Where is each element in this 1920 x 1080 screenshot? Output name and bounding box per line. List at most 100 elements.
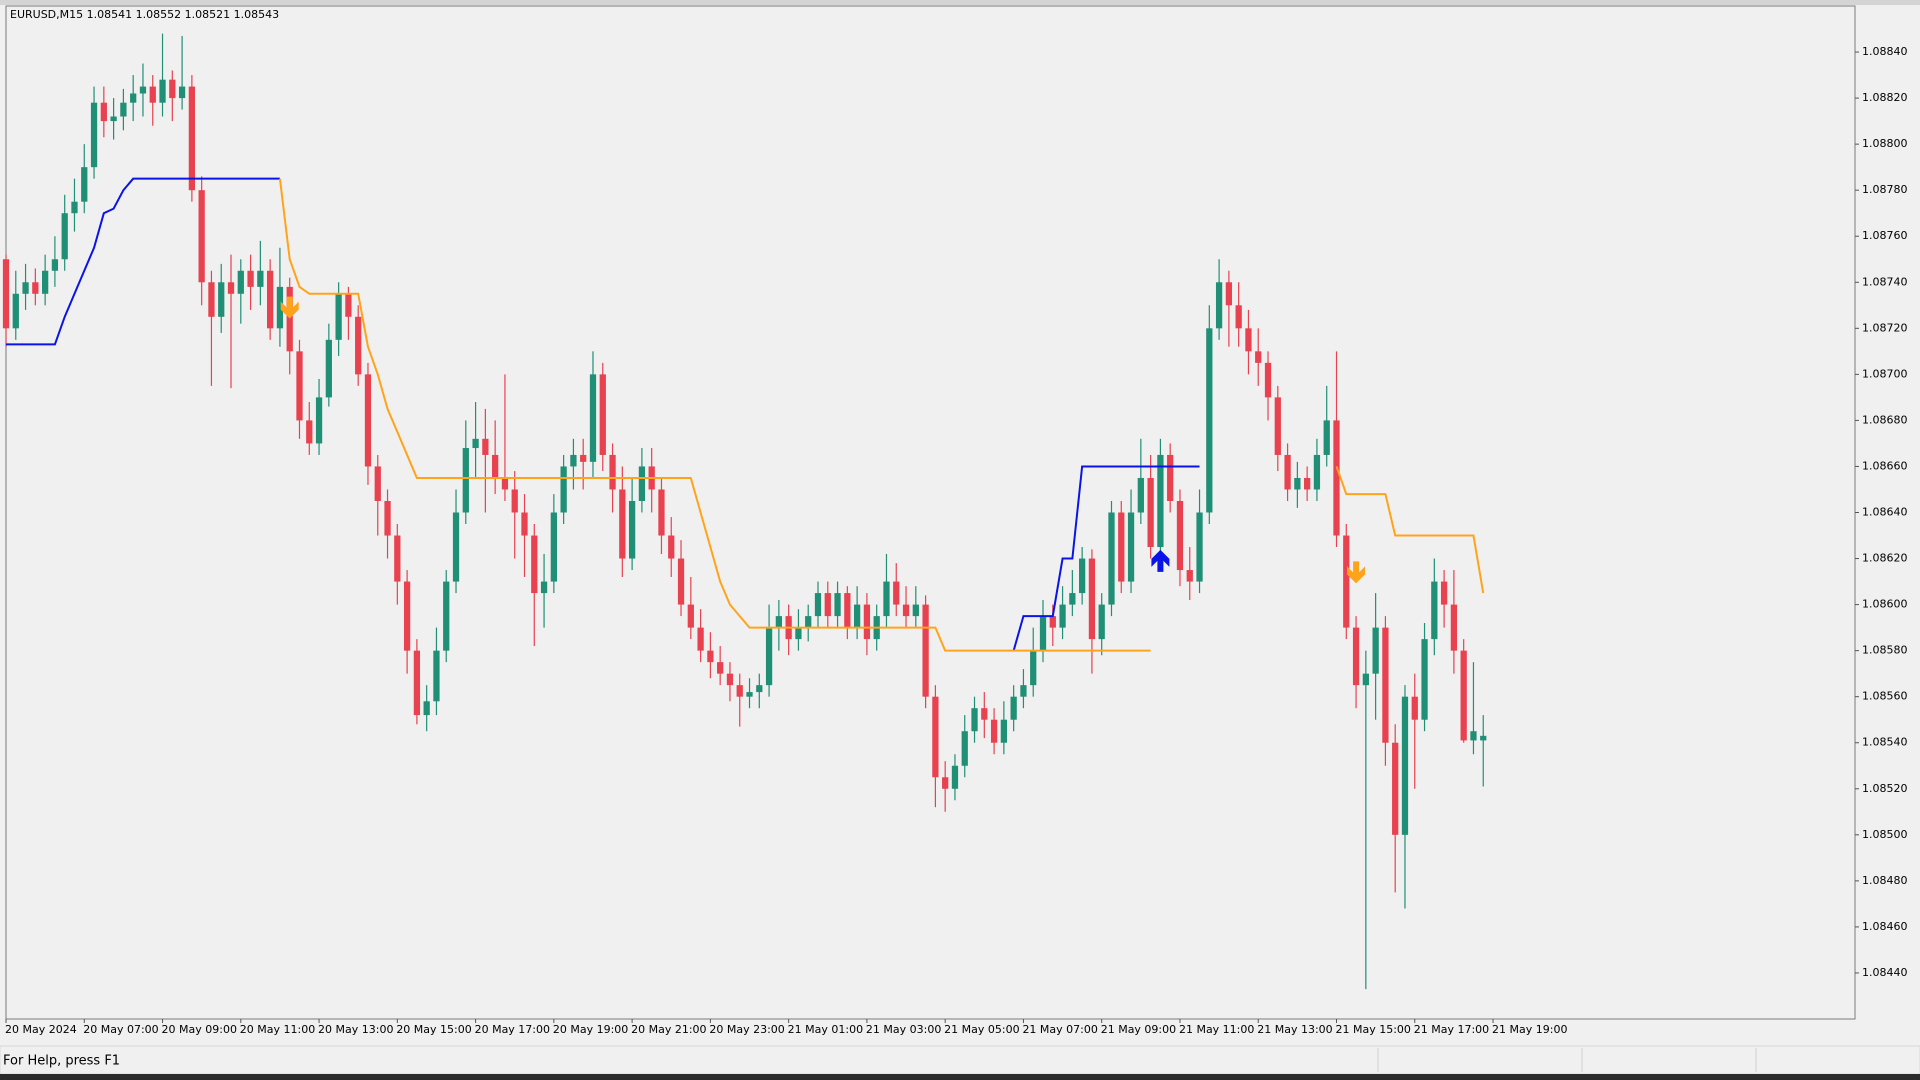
candle-body <box>1088 558 1096 640</box>
candle-body <box>1323 420 1330 455</box>
status-text: For Help, press F1 <box>3 1054 120 1069</box>
candle-body <box>1440 581 1448 605</box>
trend-line <box>1012 465 1200 651</box>
plot-frame <box>5 5 1856 1020</box>
candle-body <box>717 662 724 674</box>
candle-body <box>325 339 332 398</box>
candle-body <box>178 86 186 99</box>
candle-body <box>296 351 303 421</box>
candle-body <box>1255 351 1262 363</box>
y-tick-label: 1.08720 <box>1862 321 1908 334</box>
y-tick-label: 1.08820 <box>1862 91 1908 104</box>
candle-body <box>599 374 606 455</box>
x-tick-label: 20 May 2024 <box>5 1023 77 1036</box>
candle-body <box>267 270 274 329</box>
candle-body <box>22 282 29 294</box>
y-tick-label: 1.08540 <box>1862 736 1908 749</box>
candle-body <box>902 604 910 617</box>
candle-body <box>71 201 78 214</box>
candle-body <box>433 650 440 702</box>
candle-body <box>1294 477 1301 490</box>
candle-body <box>257 270 264 287</box>
candle-body <box>1470 731 1477 741</box>
candle-body <box>1431 581 1438 640</box>
candle-body <box>1030 650 1037 686</box>
candle-body <box>247 270 254 287</box>
candle-body <box>492 454 499 478</box>
candle-body <box>1392 742 1399 835</box>
y-tick-label: 1.08440 <box>1862 966 1908 979</box>
x-tick-label: 20 May 17:00 <box>475 1023 550 1036</box>
y-tick-label: 1.08780 <box>1862 183 1908 196</box>
candle-body <box>658 489 665 536</box>
candle-body <box>521 512 528 536</box>
candle-body <box>276 286 284 329</box>
candle-body <box>218 282 225 317</box>
candle-body <box>355 316 362 375</box>
candle-body <box>188 86 196 191</box>
candle-body <box>1215 282 1223 329</box>
y-tick-label: 1.08700 <box>1862 367 1908 380</box>
candle-body <box>1059 604 1066 628</box>
candle-body <box>677 558 685 605</box>
candle-body <box>149 86 156 103</box>
chart-title: EURUSD,M15 1.08541 1.08552 1.08521 1.085… <box>10 8 279 21</box>
candle-body <box>120 102 127 117</box>
candle-body <box>844 593 851 628</box>
candle-body <box>100 102 107 122</box>
candle-body <box>237 270 244 294</box>
candle-body <box>1020 685 1027 697</box>
candle-body <box>1460 650 1467 741</box>
candle-body <box>961 731 968 766</box>
candle-body <box>1108 512 1115 605</box>
x-tick-label: 20 May 07:00 <box>83 1023 158 1036</box>
candle-body <box>1362 673 1369 686</box>
y-tick-label: 1.08460 <box>1862 920 1908 933</box>
candle-body <box>1352 627 1360 686</box>
y-tick-label: 1.08520 <box>1862 782 1908 795</box>
candle-body <box>1264 362 1272 398</box>
candle-body <box>628 500 636 559</box>
candle-body <box>403 581 411 651</box>
candle-body <box>932 696 939 778</box>
candle-body <box>335 293 342 340</box>
candle-body <box>1421 639 1428 720</box>
candle-body <box>482 438 489 455</box>
candle-body <box>1157 454 1164 548</box>
candle-body <box>423 701 430 716</box>
candle-body <box>1480 735 1487 741</box>
candle-body <box>834 593 841 617</box>
x-tick-label: 20 May 09:00 <box>162 1023 237 1036</box>
candle-body <box>462 448 469 513</box>
candle-body <box>1206 328 1213 513</box>
candle-body <box>756 685 763 693</box>
x-tick-label: 21 May 09:00 <box>1101 1023 1176 1036</box>
y-tick-label: 1.08800 <box>1862 137 1908 150</box>
candle-body <box>452 512 460 582</box>
candle-body <box>550 512 557 582</box>
candle-body <box>736 685 743 697</box>
candle-body <box>139 86 147 94</box>
candle-body <box>90 102 98 168</box>
x-tick-label: 21 May 07:00 <box>1022 1023 1097 1036</box>
x-tick-label: 21 May 01:00 <box>788 1023 863 1036</box>
candle-body <box>775 616 782 628</box>
candle-body <box>511 489 518 513</box>
y-tick-label: 1.08560 <box>1862 690 1908 703</box>
y-tick-label: 1.08760 <box>1862 229 1908 242</box>
candle-body <box>531 535 538 594</box>
candle-body <box>1039 616 1047 651</box>
candle-body <box>32 282 39 294</box>
candle-body <box>1333 420 1340 536</box>
candle-body <box>540 581 548 594</box>
candle-body <box>619 489 626 559</box>
candle-body <box>922 604 929 697</box>
y-tick-label: 1.08580 <box>1862 644 1908 657</box>
trend-line <box>1335 466 1485 594</box>
candle-body <box>589 374 597 462</box>
candle-body <box>1010 696 1017 720</box>
candle-body <box>286 286 293 352</box>
candle-body <box>1147 477 1154 548</box>
candle-body <box>227 282 235 294</box>
